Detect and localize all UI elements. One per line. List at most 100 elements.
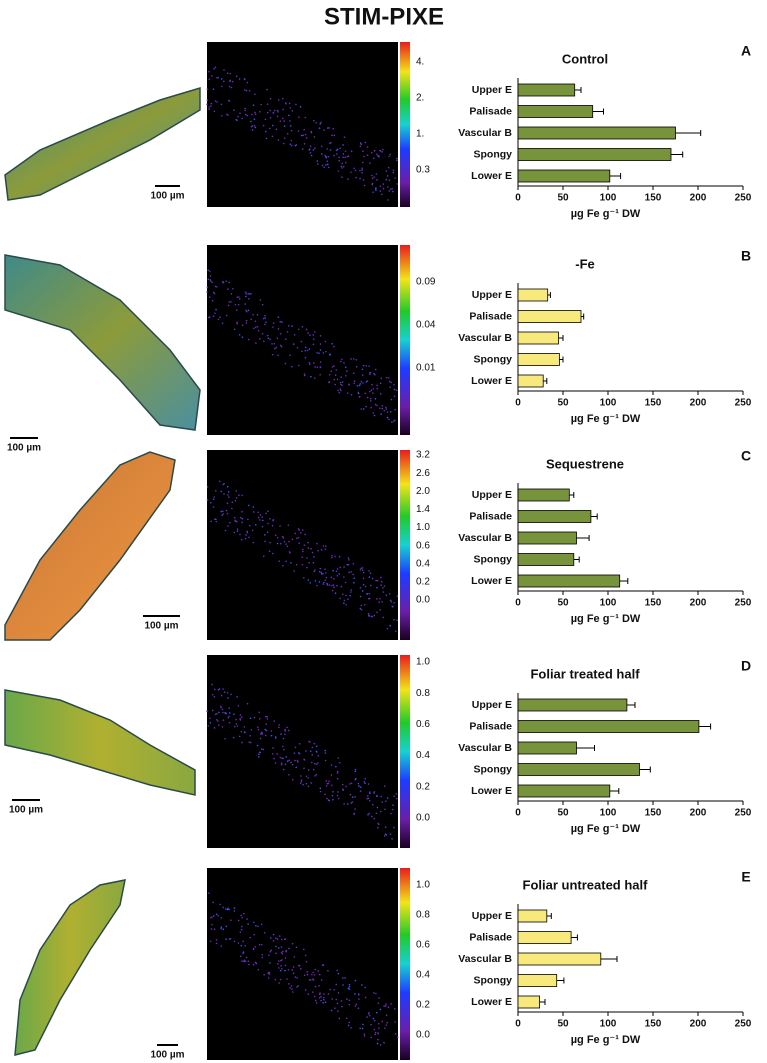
map-pixel [226, 512, 229, 515]
map-pixel [230, 293, 233, 295]
map-pixel [364, 986, 366, 989]
colorbar-label: 0.04 [416, 320, 436, 331]
map-pixel [280, 951, 283, 954]
map-pixel [278, 967, 280, 969]
map-pixel [254, 93, 256, 96]
map-pixel [389, 833, 392, 835]
map-pixel [322, 545, 325, 547]
map-pixel [282, 564, 284, 567]
map-pixel [241, 521, 243, 524]
map-pixel [303, 974, 306, 977]
map-pixel [241, 925, 243, 928]
map-pixel [367, 795, 369, 797]
map-pixel [276, 109, 279, 112]
map-pixel [346, 563, 349, 566]
map-pixel [333, 154, 335, 157]
map-pixel [296, 986, 298, 988]
map-pixel [271, 753, 274, 755]
panel-label: E [741, 869, 750, 885]
map-pixel [363, 1033, 366, 1036]
map-pixel [252, 947, 255, 950]
map-pixel [209, 722, 212, 724]
map-pixel [389, 599, 392, 602]
map-pixel [207, 725, 210, 727]
x-tick-label: 150 [645, 808, 662, 819]
map-pixel [282, 768, 285, 771]
map-pixel [389, 153, 391, 156]
map-pixel [277, 960, 280, 962]
map-pixel [357, 782, 360, 785]
map-pixel [304, 356, 307, 359]
map-pixel [385, 1003, 387, 1006]
map-pixel [229, 521, 231, 524]
map-pixel [226, 692, 229, 694]
map-pixel [336, 148, 339, 151]
map-pixel [387, 186, 389, 188]
map-pixel [242, 951, 245, 953]
map-pixel [284, 728, 287, 731]
map-pixel [315, 745, 318, 747]
map-pixel [337, 170, 340, 172]
map-pixel [328, 584, 331, 587]
x-tick-label: 100 [600, 398, 617, 409]
map-pixel [241, 117, 244, 120]
map-pixel [359, 177, 361, 180]
map-pixel [386, 1021, 388, 1024]
map-pixel [266, 715, 269, 718]
map-pixel [233, 910, 236, 912]
x-tick-label: 250 [735, 1019, 752, 1030]
map-pixel [236, 321, 238, 324]
map-pixel [282, 108, 284, 111]
map-pixel [222, 80, 225, 83]
map-pixel [335, 369, 338, 371]
map-pixel [303, 759, 306, 761]
map-pixel [206, 485, 209, 488]
map-pixel [308, 149, 310, 151]
category-label: Lower E [471, 785, 512, 797]
category-label: Upper E [472, 489, 512, 501]
map-pixel [339, 381, 342, 384]
x-axis-label: µg Fe g⁻¹ DW [571, 613, 641, 625]
map-pixel [338, 761, 341, 764]
map-pixel [293, 570, 296, 572]
map-pixel [322, 964, 325, 966]
map-pixel [374, 1033, 376, 1036]
map-pixel [269, 109, 271, 112]
map-pixel [331, 342, 334, 345]
error-bar [609, 788, 620, 794]
map-pixel [351, 796, 354, 798]
map-pixel [342, 144, 344, 146]
map-pixel [345, 1017, 348, 1020]
map-pixel [308, 361, 311, 364]
map-pixel [341, 381, 344, 383]
map-pixel [301, 556, 304, 559]
map-pixel [288, 947, 290, 950]
map-pixel [372, 1017, 375, 1020]
map-pixel [267, 522, 269, 525]
map-pixel [383, 1005, 385, 1007]
map-pixel [286, 331, 289, 333]
map-pixel [382, 587, 384, 589]
map-pixel [370, 389, 373, 392]
map-pixel [262, 519, 264, 522]
map-pixel [235, 520, 238, 523]
map-pixel [349, 793, 352, 796]
map-pixel [223, 691, 226, 693]
map-pixel [366, 797, 368, 800]
map-pixel [347, 563, 350, 566]
map-pixel [385, 834, 388, 836]
error-bar [558, 335, 564, 341]
map-pixel [318, 984, 320, 987]
map-pixel [328, 780, 330, 783]
map-pixel [279, 542, 282, 545]
map-pixel [341, 167, 343, 169]
map-pixel [275, 945, 277, 948]
map-pixel [293, 956, 296, 958]
map-pixel [301, 564, 304, 566]
map-pixel [386, 416, 389, 419]
map-pixel [317, 549, 319, 552]
map-pixel [233, 531, 236, 534]
map-pixel [331, 584, 333, 587]
map-pixel [334, 383, 337, 386]
map-pixel [350, 589, 353, 591]
